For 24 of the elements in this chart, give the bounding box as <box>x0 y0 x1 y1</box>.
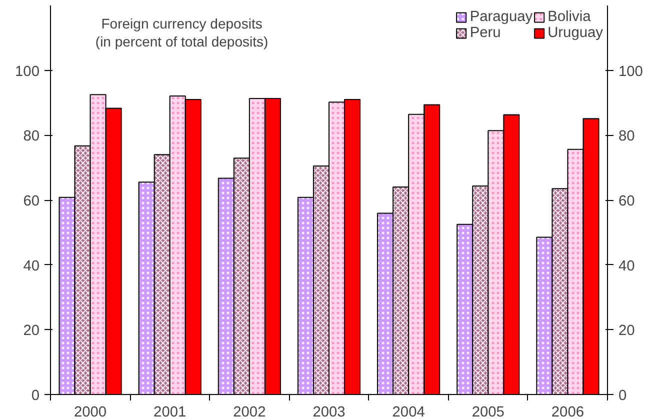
y-tick-label: 80 <box>23 128 40 145</box>
y-tick-label: 20 <box>23 323 40 340</box>
y-tick-label: 60 <box>23 194 40 210</box>
text: Foreign currency deposits (in percent of total deposits) <box>95 16 268 50</box>
y-tick-label: 100 <box>15 64 40 80</box>
y2-tick-label: 80 <box>618 128 635 145</box>
y2-tick-label: 40 <box>618 258 635 274</box>
x-tick-label: 2005 <box>472 404 504 419</box>
x-tick-label: 2002 <box>233 404 266 419</box>
x-tick-label: 2001 <box>154 404 186 419</box>
legend-label: Paraguay <box>470 9 533 25</box>
x-tick-label: 2003 <box>312 404 346 419</box>
y2-tick-label: 0 <box>618 388 627 404</box>
y-tick-label: 40 <box>23 258 40 274</box>
legend-label: Uruguay <box>548 25 603 41</box>
x-tick-label: 2006 <box>551 404 584 419</box>
y2-tick-label: 20 <box>618 323 635 340</box>
y2-tick-label: 60 <box>618 194 635 210</box>
y2-tick-label: 100 <box>618 64 643 80</box>
legend-label: Peru <box>470 25 501 41</box>
legend-label: Bolivia <box>548 9 591 25</box>
x-tick-label: 2004 <box>392 404 425 419</box>
y-tick-label: 0 <box>31 388 40 404</box>
x-tick-label: 2000 <box>74 404 107 419</box>
